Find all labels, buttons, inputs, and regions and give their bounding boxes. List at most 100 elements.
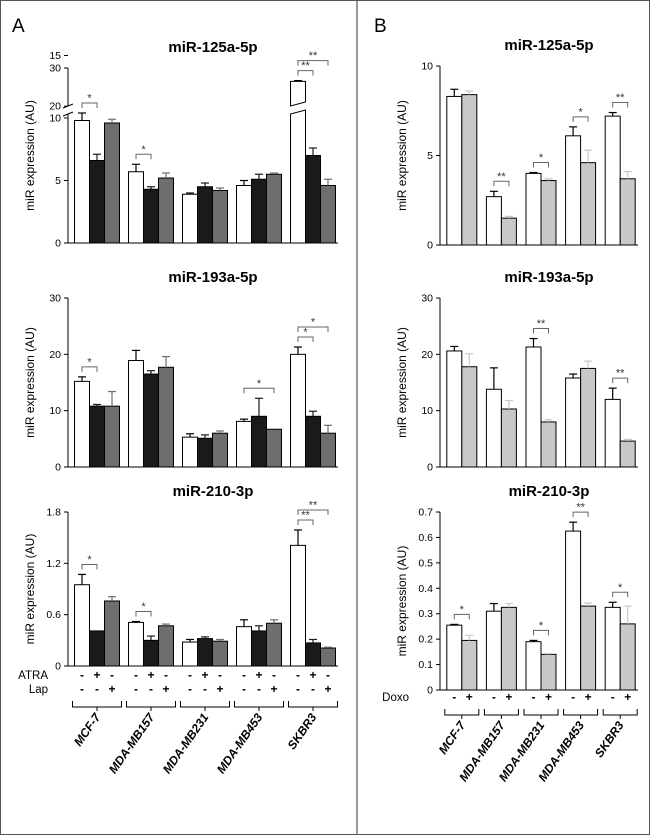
significance-bracket <box>297 336 314 343</box>
treatment-sign: - <box>110 668 114 682</box>
bar <box>74 380 90 468</box>
category-bracket <box>72 701 122 711</box>
bar <box>104 122 120 244</box>
bar <box>197 638 213 667</box>
treatment-sign: + <box>255 668 262 682</box>
y-tick-label: 5 <box>427 150 433 162</box>
significance-bracket <box>533 629 549 636</box>
y-tick-label: 1.8 <box>46 507 61 519</box>
bar <box>320 647 336 667</box>
y-tick-label: 10 <box>49 405 61 417</box>
significance-label: ** <box>301 60 310 72</box>
treatment-sign: - <box>188 668 192 682</box>
treatment-sign: - <box>95 682 99 696</box>
significance-bracket <box>81 366 98 372</box>
bar <box>182 193 198 244</box>
bar <box>580 162 597 246</box>
chart-title: miR-210-3p <box>509 483 590 500</box>
bar <box>251 415 267 468</box>
treatment-sign: - <box>296 682 300 696</box>
significance-label: ** <box>301 509 310 521</box>
y-tick-label: 10 <box>49 113 61 125</box>
y-tick-label: 0 <box>55 661 61 673</box>
y-tick-label: 20 <box>49 349 61 361</box>
treatment-sign: + <box>324 682 331 696</box>
significance-label: * <box>303 327 308 339</box>
chart-mir-210-3p: miR-210-3p miR expression (AU) 0 0.1 0.2 0.3 0… <box>395 483 638 697</box>
treatment-sign: + <box>466 690 473 704</box>
bar <box>320 185 336 244</box>
treatment-sign: + <box>108 682 115 696</box>
bar <box>143 188 159 244</box>
bar <box>128 171 144 244</box>
bar <box>158 366 174 468</box>
bar <box>251 630 267 667</box>
bar <box>485 610 502 691</box>
significance-label: * <box>141 144 146 156</box>
bar <box>266 428 282 468</box>
y-tick-label: 30 <box>421 293 433 305</box>
treatment-sign: - <box>80 682 84 696</box>
category-bracket <box>523 709 559 719</box>
category-bracket <box>126 701 176 711</box>
bar <box>143 639 159 667</box>
bar <box>266 173 282 244</box>
treatment-sign: + <box>270 682 277 696</box>
y-axis-label: miR expression (AU) <box>23 534 37 645</box>
bar <box>290 544 306 667</box>
bar <box>212 432 228 468</box>
bar <box>619 440 636 468</box>
treatment-sign: + <box>147 668 154 682</box>
bar <box>266 622 282 667</box>
y-tick-label: 0 <box>55 462 61 474</box>
significance-bracket <box>297 70 314 76</box>
y-tick-label: 0.3 <box>418 608 433 620</box>
treatment-sign: - <box>311 682 315 696</box>
significance-label: ** <box>497 171 506 183</box>
category-bracket <box>602 709 638 719</box>
chart-title: miR-193a-5p <box>168 269 257 286</box>
significance-bracket <box>297 60 329 66</box>
treatment-sign: - <box>164 668 168 682</box>
y-axis-label: miR expression (AU) <box>23 100 37 211</box>
bar <box>212 190 228 244</box>
significance-label: * <box>141 601 146 613</box>
bar <box>158 625 174 667</box>
treatment-sign: - <box>532 690 536 704</box>
bar <box>461 94 478 246</box>
chart-mir-125a-5p: miR-125a-5p miR expression (AU) 0 5 10 15 20 30… <box>23 39 338 250</box>
treatment-sign: + <box>545 690 552 704</box>
significance-bracket <box>612 591 629 598</box>
treatment-sign: - <box>272 668 276 682</box>
category-bracket <box>563 709 599 719</box>
y-tick-label: 10 <box>421 61 433 73</box>
treatment-sign: + <box>162 682 169 696</box>
bar <box>236 420 252 468</box>
panel-label: A <box>12 16 25 37</box>
bar <box>320 432 336 468</box>
bar <box>305 155 321 244</box>
treatment-sign: + <box>216 682 223 696</box>
treatment-sign: - <box>296 668 300 682</box>
axis-break-mark <box>62 111 74 117</box>
significance-label: ** <box>309 499 318 511</box>
significance-bracket <box>243 387 275 394</box>
category-bracket <box>234 701 284 711</box>
significance-label: * <box>460 604 465 616</box>
bar <box>74 120 90 244</box>
significance-label: * <box>87 356 92 368</box>
bar <box>565 530 582 691</box>
significance-bracket <box>297 326 329 333</box>
significance-bracket <box>533 162 549 168</box>
chart-title: miR-125a-5p <box>168 39 257 56</box>
bar <box>290 109 306 244</box>
y-tick-label: 20 <box>421 349 433 361</box>
bar <box>74 584 90 667</box>
bar <box>236 185 252 244</box>
significance-bracket <box>493 180 510 187</box>
y-tick-label: 0 <box>55 238 61 250</box>
bar <box>485 196 502 246</box>
treatment-sign: - <box>492 690 496 704</box>
treatment-sign: - <box>134 668 138 682</box>
